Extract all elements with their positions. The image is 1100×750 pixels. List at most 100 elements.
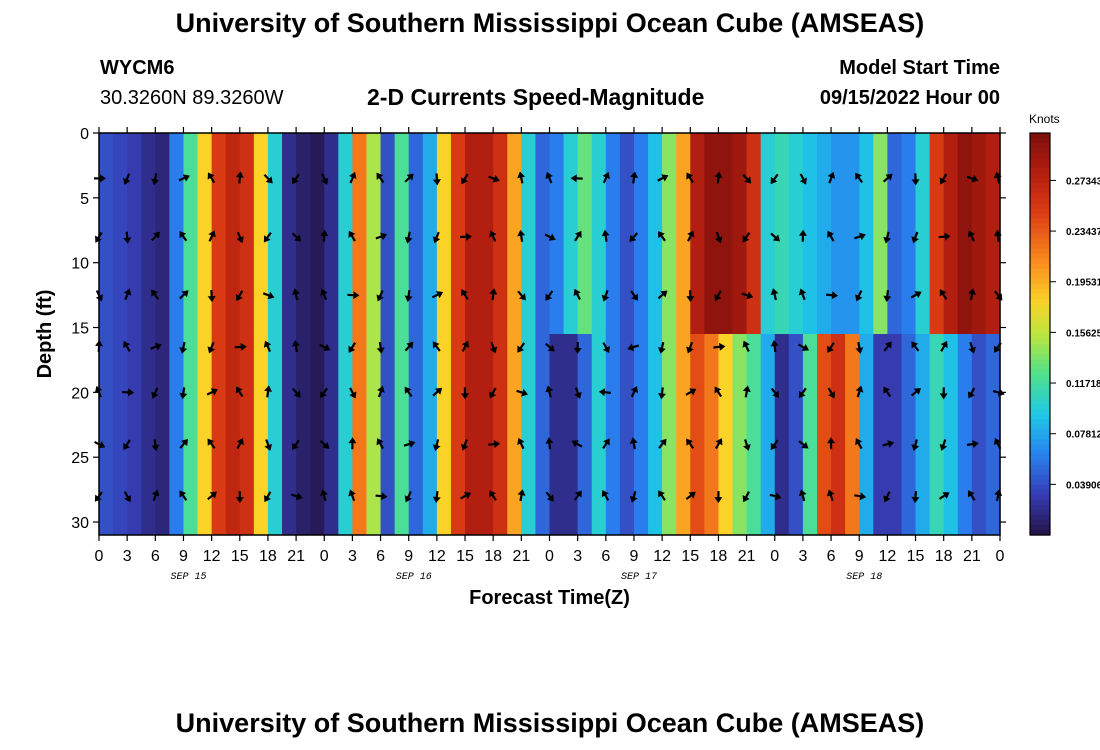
vector-arrow (770, 340, 779, 353)
vector-arrow (517, 229, 526, 242)
heatmap-cell (648, 334, 663, 535)
colorbar-swatch (1030, 529, 1050, 536)
colorbar-swatch (1030, 233, 1050, 240)
x-tick-label: 12 (203, 548, 221, 565)
heatmap-cell (887, 334, 903, 535)
vector-arrow (516, 388, 529, 397)
colorbar-swatch (1030, 323, 1050, 330)
heatmap-cell (479, 133, 494, 335)
heatmap-cell (662, 133, 677, 335)
heatmap-cell (760, 334, 776, 535)
colorbar-swatch (1030, 293, 1050, 300)
colorbar-swatch (1030, 193, 1050, 199)
vector-arrow (179, 438, 188, 449)
heatmap-cell (225, 334, 241, 535)
vector-arrow (459, 232, 473, 241)
heatmap-cell (535, 334, 551, 535)
x-tick-label: 12 (878, 548, 896, 565)
x-tick-label: 15 (907, 548, 925, 565)
page-title: University of Southern Mississippi Ocean… (175, 8, 925, 38)
colorbar-swatch (1030, 288, 1050, 295)
colorbar-swatch (1030, 444, 1050, 451)
heatmap-cell (521, 334, 537, 535)
vector-arrow (629, 490, 638, 503)
vector-arrow (151, 439, 160, 452)
vector-arrow (208, 230, 216, 242)
vector-arrow (657, 174, 669, 182)
heatmap-cell (493, 133, 508, 335)
vector-arrow (602, 171, 610, 184)
colorbar-tick-label: 0.03906 (1066, 480, 1100, 491)
vector-arrow (404, 173, 414, 183)
vector-arrow (686, 438, 695, 449)
vector-arrow (966, 440, 979, 449)
colorbar-swatch (1030, 263, 1050, 270)
colorbar-frame (1029, 132, 1051, 536)
vector-arrow (686, 341, 694, 354)
heatmap-cell (859, 133, 874, 335)
vector-arrow (461, 387, 470, 400)
heatmap-cell (450, 133, 466, 335)
heatmap-cell (338, 133, 354, 335)
colorbar-swatch (1030, 449, 1050, 456)
vector-arrow (855, 385, 864, 398)
colorbar-tick-label: 0.23437 (1066, 227, 1100, 238)
vector-arrow (714, 290, 722, 302)
vector-arrow (320, 489, 328, 502)
vector-arrow (376, 172, 385, 184)
vector-arrow (489, 387, 497, 399)
vector-arrow (770, 173, 779, 185)
vector-arrow (910, 291, 922, 299)
heatmap-cell (225, 133, 241, 335)
vector-arrow (827, 171, 836, 184)
colorbar-swatch (1030, 394, 1050, 400)
vector-arrow (882, 173, 893, 183)
heatmap-cell (465, 334, 480, 535)
vector-arrow (883, 290, 892, 303)
heatmap-cell (774, 133, 790, 335)
colorbar-swatch (1030, 519, 1050, 526)
colorbar-swatch (1030, 298, 1050, 305)
colorbar-swatch (1030, 514, 1050, 521)
vector-arrow (234, 342, 247, 351)
vector-arrow (741, 291, 754, 300)
heatmap-cell (732, 133, 748, 335)
vector-arrow (573, 288, 581, 301)
colorbar-swatch (1030, 203, 1050, 209)
vector-arrow (517, 342, 526, 353)
vector-arrow (601, 290, 610, 302)
vector-arrow (574, 230, 582, 242)
vector-arrow (854, 232, 866, 241)
y-tick-label: 5 (80, 191, 89, 208)
vector-arrow (375, 232, 388, 241)
heatmap-cell (549, 133, 565, 335)
vector-arrow (404, 341, 414, 352)
vector-arrow (855, 172, 863, 184)
colorbar-swatch (1030, 344, 1050, 350)
colorbar-swatch (1030, 328, 1050, 335)
vector-arrow (601, 490, 610, 501)
heatmap-cell (704, 334, 720, 535)
vector-arrow (122, 388, 135, 397)
vector-arrow (598, 388, 611, 397)
vector-arrow (348, 437, 357, 450)
vector-arrow (827, 342, 835, 353)
vector-arrow (742, 173, 752, 184)
date-label: SEP 16 (396, 572, 432, 583)
vector-arrow (432, 387, 443, 397)
heatmap-cell (873, 133, 888, 335)
colorbar-swatch (1030, 419, 1050, 426)
vector-arrow (545, 342, 555, 352)
colorbar: 0.27343 0.23437 0.19531 0.15625 0.11718 0.078… (1029, 132, 1100, 536)
colorbar-swatch (1030, 364, 1050, 370)
vector-arrow (517, 489, 526, 502)
heatmap-cell (183, 133, 199, 335)
vector-arrow (658, 387, 666, 400)
vector-arrow (376, 438, 384, 450)
x-tick-label: 15 (681, 548, 699, 565)
vector-arrow (967, 230, 976, 242)
colorbar-tick-label: 0.15625 (1066, 328, 1100, 339)
vector-arrow (320, 387, 329, 399)
vector-arrow (461, 173, 469, 185)
